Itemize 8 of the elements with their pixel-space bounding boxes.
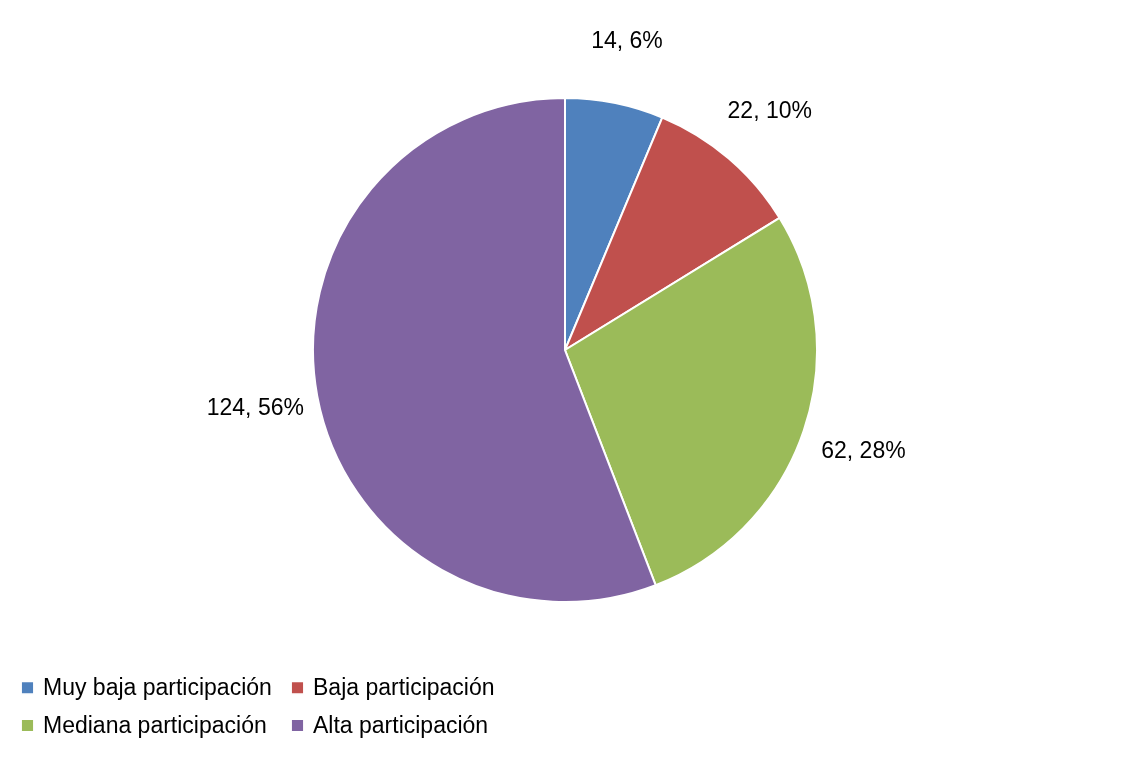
legend-label: Alta participación: [313, 711, 489, 738]
legend-label: Muy baja participación: [43, 673, 272, 700]
data-label: 14, 6%: [591, 27, 663, 54]
data-label: 22, 10%: [727, 96, 812, 123]
data-label: 62, 28%: [821, 436, 906, 463]
legend-label: Baja participación: [313, 673, 495, 700]
legend-label: Mediana participación: [43, 711, 267, 738]
data-label: 124, 56%: [206, 393, 304, 420]
